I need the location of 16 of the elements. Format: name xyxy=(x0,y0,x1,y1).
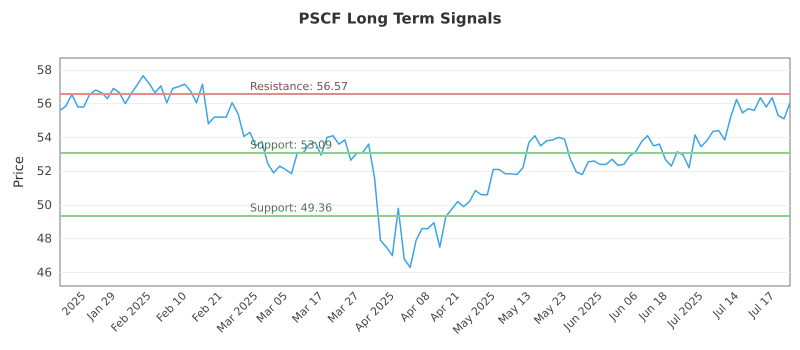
y-tick-label: 50 xyxy=(36,198,52,212)
line-series xyxy=(59,74,791,268)
y-tick-label: 48 xyxy=(36,232,52,246)
y-tick-label: 58 xyxy=(36,62,52,77)
ref-line-label: Support: 49.36 xyxy=(250,202,332,215)
ref-line-label: Resistance: 56.57 xyxy=(250,80,348,93)
y-axis-title: Price xyxy=(12,156,27,188)
y-tick-label: 46 xyxy=(36,265,52,280)
x-tick-label: Mar 17 xyxy=(290,289,326,326)
x-tick-label: Jul 17 xyxy=(745,289,777,322)
x-tick-label: Jul 14 xyxy=(710,289,742,322)
y-tick-label: 54 xyxy=(36,130,52,144)
x-tick-label: Feb 10 xyxy=(154,289,190,325)
y-tick-label: 56 xyxy=(36,96,52,111)
chart-title: PSCF Long Term Signals xyxy=(298,10,502,28)
y-tick-label: 52 xyxy=(36,164,52,178)
